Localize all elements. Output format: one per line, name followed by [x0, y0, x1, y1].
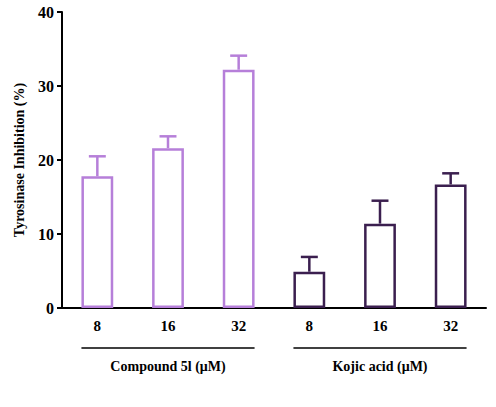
svg-text:Compound 5l (μM): Compound 5l (μM)	[110, 359, 226, 375]
svg-text:Tyrosinase Inhibition (%): Tyrosinase Inhibition (%)	[12, 83, 28, 238]
svg-text:10: 10	[38, 226, 54, 243]
svg-text:8: 8	[306, 318, 314, 334]
svg-text:16: 16	[161, 318, 177, 334]
svg-text:8: 8	[94, 318, 102, 334]
svg-text:Kojic acid (μM): Kojic acid (μM)	[332, 359, 427, 375]
svg-text:32: 32	[443, 318, 458, 334]
svg-text:16: 16	[373, 318, 389, 334]
svg-text:0: 0	[46, 300, 54, 317]
svg-text:40: 40	[38, 4, 54, 21]
svg-text:20: 20	[38, 152, 54, 169]
svg-text:32: 32	[231, 318, 246, 334]
svg-text:30: 30	[38, 78, 54, 95]
